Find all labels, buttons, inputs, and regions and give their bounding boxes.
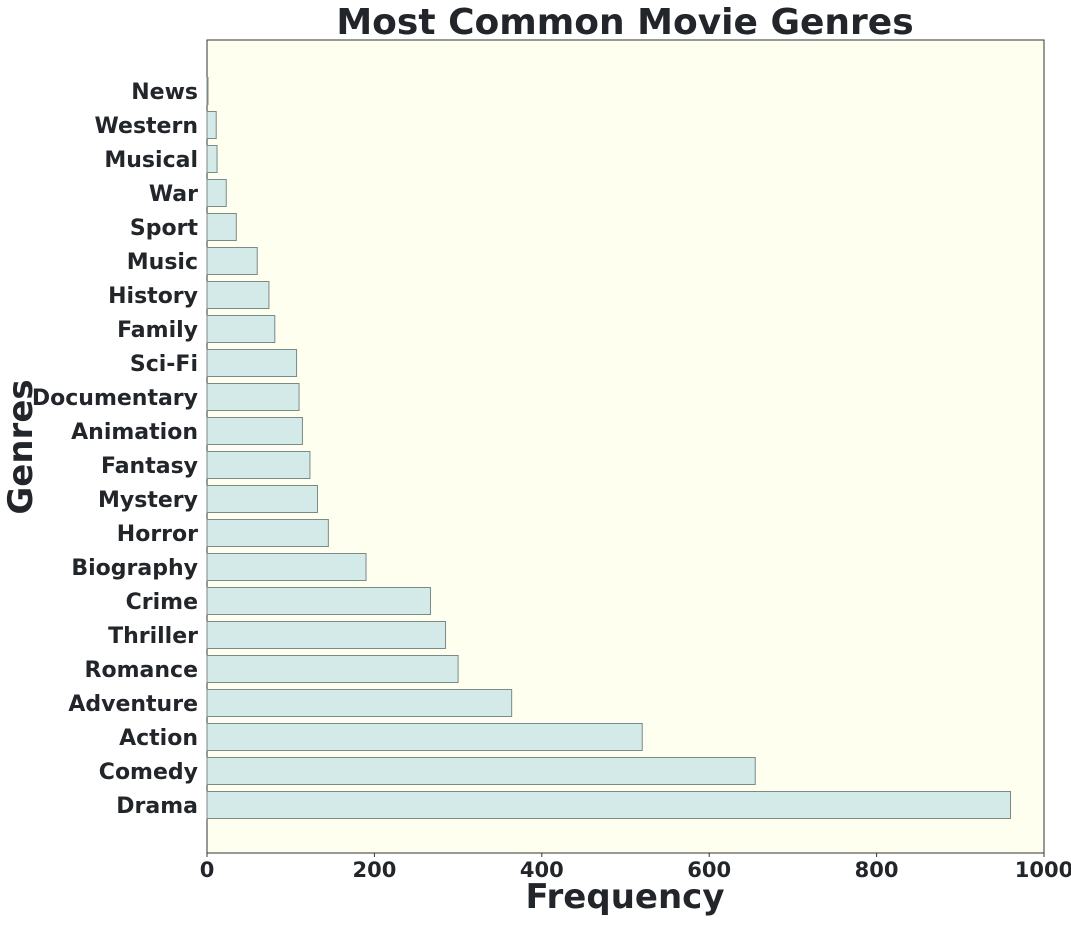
category-label-romance: Romance <box>85 658 198 683</box>
x-tick-label: 200 <box>352 858 396 882</box>
category-label-action: Action <box>119 726 198 751</box>
category-label-news: News <box>131 80 198 105</box>
bar-adventure <box>206 689 513 717</box>
chart-title: Most Common Movie Genres <box>336 2 913 43</box>
category-label-crime: Crime <box>126 590 198 615</box>
bar-thriller <box>206 621 447 649</box>
bar-action <box>206 723 643 751</box>
bar-documentary <box>206 383 300 411</box>
category-label-comedy: Comedy <box>99 760 198 785</box>
bar-horror <box>206 519 329 547</box>
category-label-war: War <box>149 182 198 207</box>
category-label-sport: Sport <box>130 216 199 241</box>
category-label-sci-fi: Sci-Fi <box>130 352 198 377</box>
bar-romance <box>206 655 459 683</box>
category-label-drama: Drama <box>116 794 198 819</box>
category-labels: Drama Comedy Action Adventure Romance Thrille… <box>32 80 199 819</box>
plot-area <box>206 39 1045 854</box>
category-label-history: History <box>108 284 198 309</box>
category-label-documentary: Documentary <box>32 386 198 411</box>
x-tick-label: 800 <box>855 858 899 882</box>
bar-mystery <box>206 485 318 513</box>
category-label-western: Western <box>95 114 198 139</box>
category-label-mystery: Mystery <box>98 488 198 513</box>
category-label-music: Music <box>127 250 198 275</box>
bar-fantasy <box>206 451 311 479</box>
x-axis-label: Frequency <box>525 877 724 917</box>
category-label-biography: Biography <box>71 556 198 581</box>
bar-music <box>206 247 258 275</box>
bar-western <box>206 111 217 139</box>
x-tick-labels: 0 200 400 600 800 1000 <box>200 853 1071 882</box>
category-label-fantasy: Fantasy <box>101 454 198 479</box>
bar-sport <box>206 213 237 241</box>
bar-crime <box>206 587 431 615</box>
bar-sci-fi <box>206 349 298 377</box>
category-label-musical: Musical <box>104 148 198 173</box>
x-tick-label: 600 <box>687 858 731 882</box>
category-label-animation: Animation <box>71 420 198 445</box>
category-label-family: Family <box>117 318 198 343</box>
bars-group <box>206 77 1012 819</box>
bar-biography <box>206 553 367 581</box>
x-tick-label: 1000 <box>1015 858 1071 882</box>
category-label-adventure: Adventure <box>68 692 198 717</box>
bar-war <box>206 179 227 207</box>
bar-comedy <box>206 757 756 785</box>
category-label-horror: Horror <box>117 522 198 547</box>
bar-drama <box>206 791 1012 819</box>
bar-news <box>206 77 209 105</box>
y-axis-label: Genres <box>1 379 41 514</box>
bar-history <box>206 281 270 309</box>
bar-musical <box>206 145 218 173</box>
category-label-thriller: Thriller <box>108 624 198 649</box>
x-tick-label: 0 <box>200 858 215 882</box>
x-tick-label: 400 <box>520 858 564 882</box>
bar-family <box>206 315 276 343</box>
bar-animation <box>206 417 303 445</box>
